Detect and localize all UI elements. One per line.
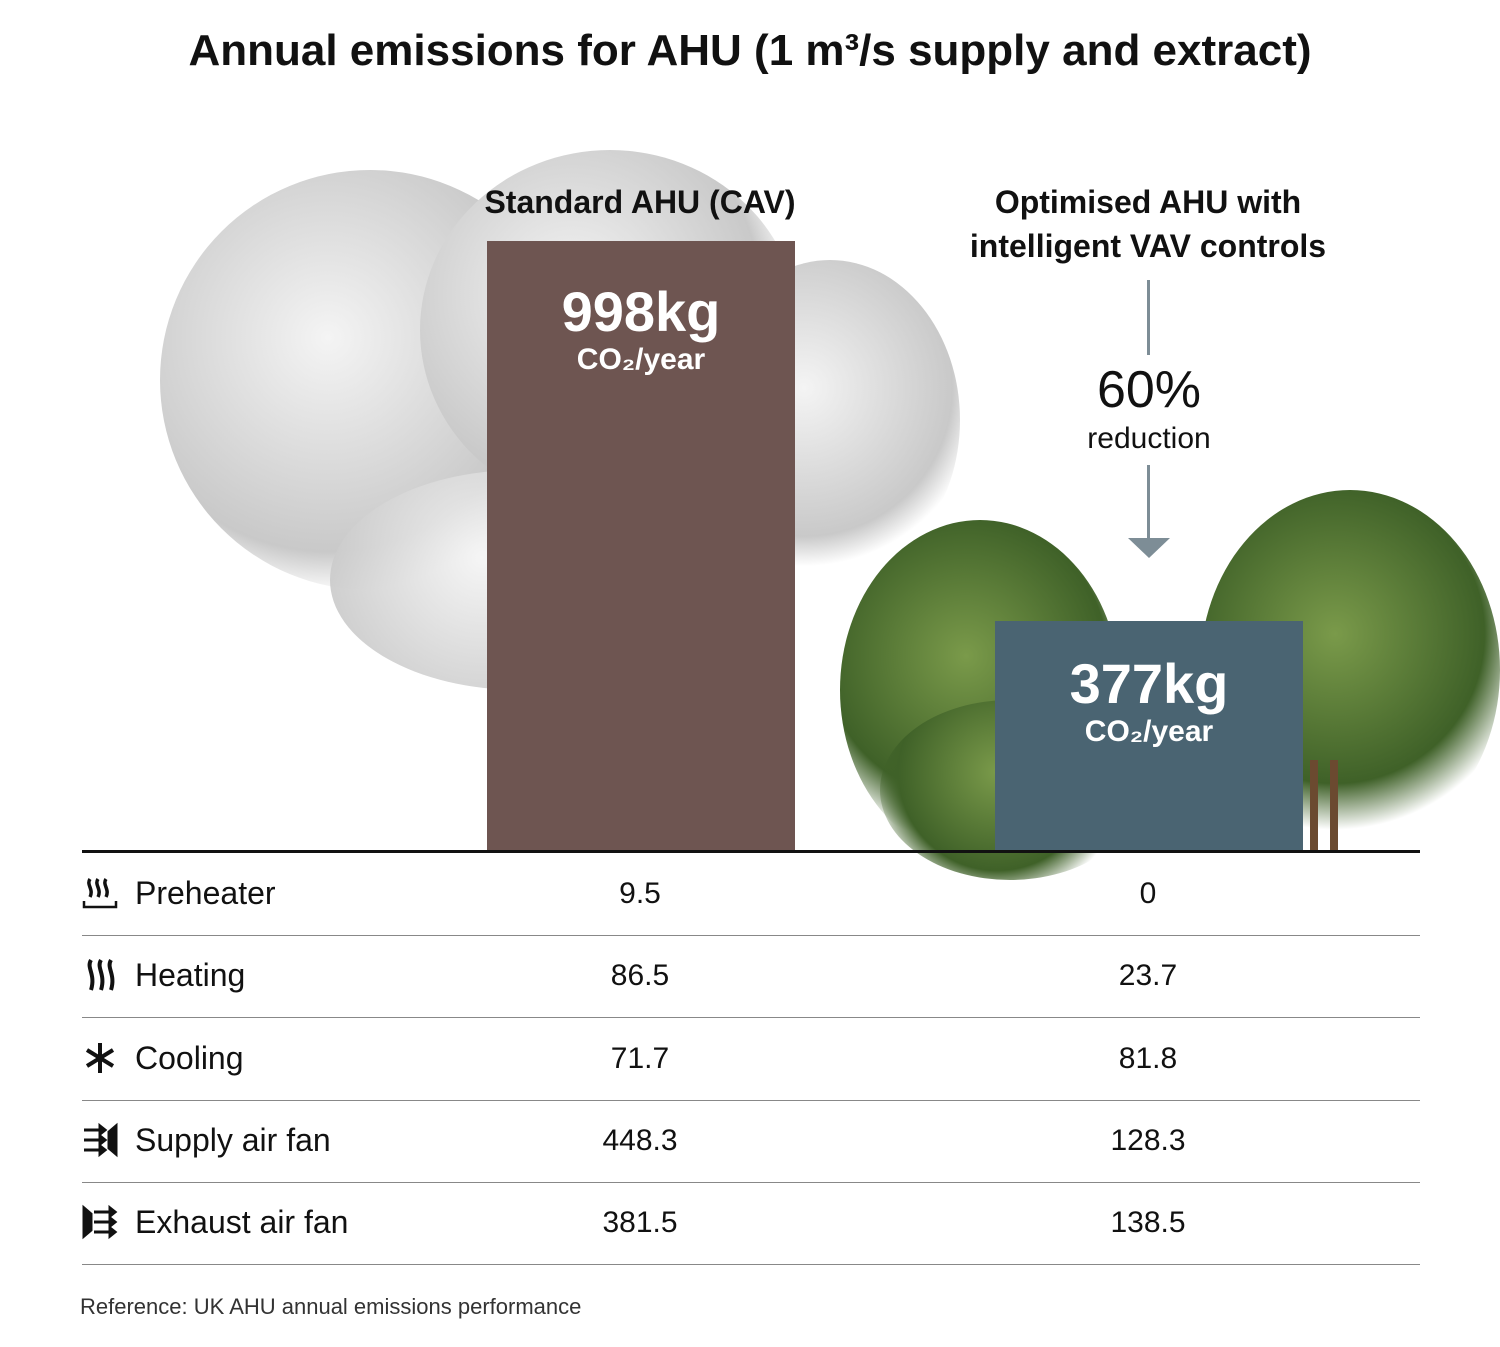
supply-fan-icon bbox=[82, 1122, 118, 1158]
optimised-value: 81.8 bbox=[1118, 1041, 1178, 1075]
chart-title: Annual emissions for AHU (1 m³/s supply … bbox=[188, 26, 1312, 75]
standard-value: 381.5 bbox=[602, 1206, 678, 1240]
bar-unit-label: CO₂/year bbox=[576, 343, 706, 376]
heating-icon bbox=[82, 957, 118, 993]
arrow-down-icon bbox=[1128, 538, 1170, 558]
reduction-label: reduction bbox=[1087, 422, 1211, 455]
bar-label-optimised: Optimised AHU with intelligent VAV contr… bbox=[969, 184, 1327, 264]
row-label: Exhaust air fan bbox=[135, 1204, 349, 1241]
table-row: Supply air fan 448.3 128.3 bbox=[82, 1100, 1420, 1183]
preheater-icon bbox=[82, 875, 118, 911]
standard-value: 9.5 bbox=[619, 877, 661, 910]
optimised-value: 138.5 bbox=[1110, 1206, 1186, 1240]
optimised-value: 23.7 bbox=[1118, 959, 1178, 993]
standard-value: 71.7 bbox=[610, 1041, 670, 1075]
standard-value: 448.3 bbox=[602, 1123, 678, 1157]
row-label: Cooling bbox=[135, 1039, 244, 1076]
table-row: Preheater 9.5 0 bbox=[82, 853, 1420, 936]
row-label: Preheater bbox=[135, 875, 276, 911]
arrow-line-bottom bbox=[1147, 465, 1150, 540]
bar-standard: 998kg CO₂/year bbox=[487, 241, 795, 851]
exhaust-fan-icon bbox=[82, 1204, 118, 1240]
table-row: Heating 86.5 23.7 bbox=[82, 935, 1420, 1019]
bar-label-standard: Standard AHU (CAV) bbox=[484, 184, 796, 220]
baseline bbox=[82, 850, 1420, 853]
optimised-value: 0 bbox=[1139, 877, 1157, 910]
bar-value-label: 998kg bbox=[561, 280, 721, 343]
cooling-icon bbox=[82, 1040, 118, 1076]
standard-value: 86.5 bbox=[610, 959, 670, 993]
row-label: Heating bbox=[135, 957, 246, 994]
optimised-value: 128.3 bbox=[1110, 1123, 1186, 1157]
reduction-percent: 60% bbox=[1096, 361, 1202, 419]
table-row: Cooling 71.7 81.8 bbox=[82, 1018, 1420, 1101]
bar-optimised: 377kg CO₂/year bbox=[995, 620, 1303, 851]
reference-note: Reference: UK AHU annual emissions perfo… bbox=[80, 1294, 582, 1319]
row-label: Supply air fan bbox=[135, 1121, 331, 1158]
bar-value-label: 377kg bbox=[1069, 651, 1229, 715]
arrow-line-top bbox=[1147, 280, 1150, 355]
table-row: Exhaust air fan 381.5 138.5 bbox=[82, 1182, 1420, 1266]
bar-unit-label: CO₂/year bbox=[1084, 714, 1214, 748]
